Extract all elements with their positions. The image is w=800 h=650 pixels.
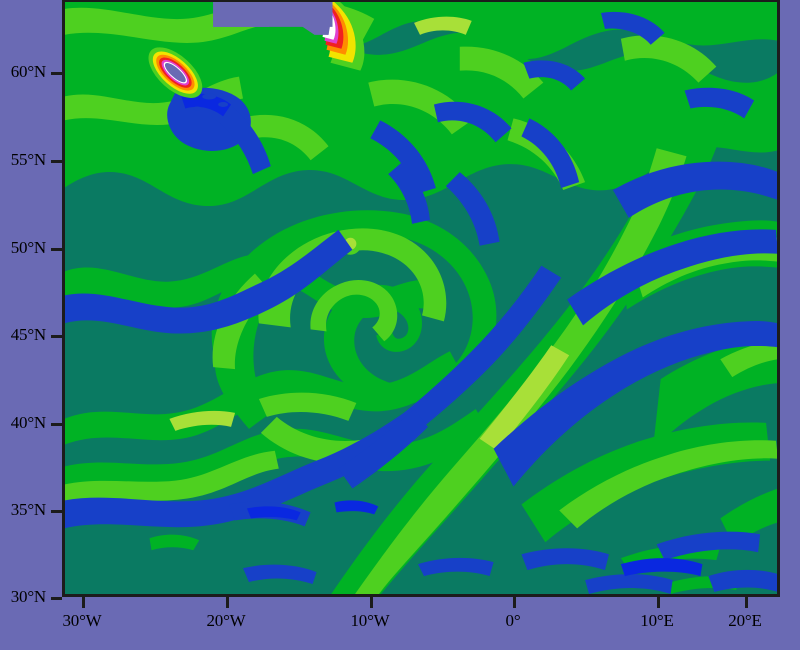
blue-ne-flank — [612, 161, 778, 218]
ylabel-50n: 50°N — [10, 238, 46, 257]
green-south-wisp-1 — [149, 534, 200, 551]
blue-north-streak-2 — [523, 60, 586, 91]
yellowgreen-se-jet-max — [479, 345, 570, 451]
blue-south-patch-2 — [656, 531, 761, 561]
xlabel-10w: 10°W — [350, 611, 390, 630]
blue-ne-pool — [684, 87, 755, 119]
blue-east-flank-2 — [493, 320, 778, 487]
contour-field — [64, 1, 778, 595]
xtick-10e — [657, 597, 660, 608]
ytick-60n — [51, 72, 62, 75]
speck-3 — [193, 106, 202, 111]
deepblue-south-core — [620, 558, 703, 577]
brightgreen-vortex-ring-inner — [310, 280, 398, 342]
green-north-swath — [64, 18, 778, 207]
blue-vortex-n-arc — [370, 120, 436, 195]
xtick-0 — [513, 597, 516, 608]
deepblue-nw-core — [181, 93, 232, 117]
blue-south-patch-6 — [242, 564, 317, 585]
xlabel-10e: 10°E — [640, 611, 674, 630]
deepblue-sw-core — [246, 506, 301, 521]
xlabel-20w: 20°W — [206, 611, 246, 630]
island-satellites — [193, 93, 229, 111]
band-blue-group — [64, 11, 778, 595]
blue-vortex-ne-arc — [388, 162, 430, 224]
ylabel-30n: 30°N — [10, 587, 46, 606]
blue-south-finger — [338, 408, 428, 489]
yellowgreen-north-core — [414, 16, 472, 35]
deepblue-sw-core-2 — [334, 500, 379, 515]
xtick-20e — [745, 597, 748, 608]
ytick-45n — [51, 335, 62, 338]
brightgreen-vortex-ring-outer — [258, 228, 447, 328]
ytick-35n — [51, 510, 62, 513]
blue-central-finger — [384, 265, 562, 449]
brightgreen-east-sliver — [720, 339, 778, 378]
blue-vortex-nw-arc — [211, 98, 271, 175]
blue-east-flank-1 — [567, 229, 778, 326]
blue-sw-trough-upper — [64, 229, 353, 334]
ytick-40n — [51, 423, 62, 426]
island-feature — [148, 47, 203, 98]
blue-south-patch-1 — [521, 548, 609, 571]
xtick-30w — [82, 597, 85, 608]
blue-south-patch-4 — [585, 574, 673, 595]
ylabel-60n: 60°N — [10, 62, 46, 81]
speck-1 — [202, 93, 217, 100]
blue-north-streak-3 — [521, 118, 580, 189]
ytick-55n — [51, 160, 62, 163]
xtick-20w — [226, 597, 229, 608]
plot-border — [64, 1, 778, 595]
brightgreen-sw-tongue — [258, 392, 357, 421]
band-yellow-green-group — [169, 16, 570, 451]
iceland-land-mask-body — [213, 1, 333, 35]
blue-ne-streak — [600, 11, 665, 45]
green-sw-band-3 — [64, 408, 488, 495]
blue-north-streak-1 — [433, 101, 512, 143]
ylabel-40n: 40°N — [10, 413, 46, 432]
brightgreen-sw-band — [64, 450, 279, 505]
xtick-10w — [370, 597, 373, 608]
xlabel-30w: 30°W — [62, 611, 102, 630]
blue-vortex-e-arc — [445, 172, 500, 246]
brightgreen-southeast-arc — [559, 440, 778, 529]
brightgreen-nw-arc — [248, 114, 329, 161]
blue-south-patch-3 — [418, 557, 494, 577]
brightgreen-north-3 — [459, 46, 544, 99]
xlabel-0: 0° — [505, 611, 521, 630]
green-sw-band-1 — [64, 253, 436, 318]
plot-area — [62, 0, 780, 597]
iceland-feature — [213, 1, 365, 71]
band-deep-blue-group — [181, 93, 703, 577]
yellowgreen-sw-core — [169, 410, 236, 431]
ylabel-55n: 55°N — [10, 150, 46, 169]
ytick-30n — [51, 597, 62, 600]
island-land-mask — [164, 63, 186, 83]
brightgreen-ne-arc — [620, 35, 717, 83]
xlabel-20e: 20°E — [728, 611, 762, 630]
blue-south-patch-5 — [708, 569, 778, 593]
ylabel-35n: 35°N — [10, 500, 46, 519]
ylabel-45n: 45°N — [10, 325, 46, 344]
speck-2 — [218, 101, 229, 107]
ytick-50n — [51, 248, 62, 251]
